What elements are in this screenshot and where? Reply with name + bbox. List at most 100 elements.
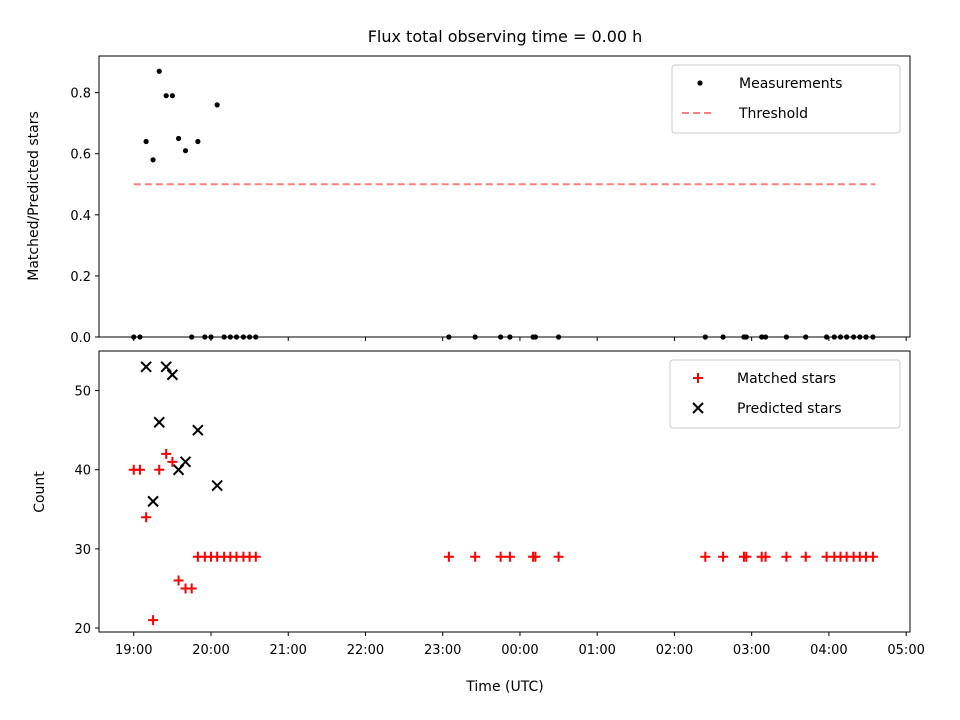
data-point (175, 135, 182, 142)
legend-box (669, 359, 901, 429)
data-point (240, 334, 247, 340)
data-point (208, 334, 214, 340)
x-tick-label: 05:00 (887, 643, 924, 658)
x-tick-label: 22:00 (347, 643, 384, 658)
data-point (823, 334, 830, 340)
data-point (179, 456, 192, 468)
legend-marker (692, 402, 704, 414)
x-tick-label: 02:00 (656, 643, 693, 658)
data-point (555, 334, 562, 340)
data-point (186, 583, 197, 594)
y-tick-label: 0.6 (70, 148, 91, 163)
data-point (160, 361, 172, 373)
data-point (702, 334, 708, 340)
y-tick-label: 0.8 (70, 87, 91, 102)
data-point (169, 93, 175, 99)
data-point (147, 495, 159, 508)
data-point (214, 102, 220, 108)
data-point (495, 551, 506, 562)
legend-label: Threshold (738, 106, 808, 122)
x-tick-label: 04:00 (810, 643, 847, 658)
data-point (781, 551, 792, 562)
data-point (760, 551, 771, 562)
ratio-panel: 0.0 0.2 0.4 0.6 0.8 Measurements Threshold (70, 55, 911, 346)
x-tick-label: 21:00 (269, 643, 306, 658)
x-tick-label: 03:00 (733, 643, 770, 658)
data-point (189, 334, 195, 340)
y-tick-label: 0.2 (70, 270, 91, 285)
data-point (470, 551, 481, 562)
bottom-y-axis-label: Count (32, 471, 48, 513)
data-point (195, 138, 201, 145)
data-point (870, 334, 876, 340)
data-point (143, 138, 149, 145)
data-point (720, 334, 726, 340)
data-point (718, 551, 729, 562)
data-point (134, 464, 145, 475)
data-point (211, 479, 223, 492)
data-point (504, 551, 515, 562)
y-tick-label: 40 (74, 464, 91, 479)
y-tick-label: 0.0 (70, 331, 91, 346)
data-point (532, 334, 538, 340)
data-point (202, 334, 208, 340)
data-point (844, 334, 850, 340)
data-point (498, 334, 504, 340)
plot-frame (98, 55, 911, 338)
data-point (131, 334, 137, 340)
data-point (803, 334, 809, 340)
data-point (227, 334, 233, 340)
legend-box (671, 64, 901, 134)
data-point (150, 157, 156, 163)
data-point (446, 334, 452, 340)
data-point (759, 334, 765, 340)
data-point (166, 369, 179, 381)
data-point (153, 416, 165, 428)
legend-label: Matched stars (737, 371, 836, 387)
data-point (762, 334, 769, 340)
data-point (161, 448, 172, 459)
data-point (233, 334, 240, 340)
count-panel: 20 30 40 50 19:00 20:00 21:00 22:00 23:00 00:00 01… (74, 350, 925, 658)
data-point (221, 334, 227, 340)
data-point (250, 551, 261, 562)
data-point (553, 551, 564, 562)
y-tick-label: 50 (74, 385, 91, 400)
data-point (167, 456, 178, 467)
data-point (863, 334, 869, 340)
data-point (141, 512, 152, 523)
legend-label: Predicted stars (737, 401, 842, 417)
data-point (857, 334, 863, 340)
x-tick-label: 23:00 (424, 643, 461, 658)
x-tick-label: 20:00 (192, 643, 229, 658)
data-point (173, 575, 184, 586)
data-point (192, 424, 204, 436)
data-point (148, 615, 159, 626)
legend-marker (697, 80, 703, 86)
data-point (163, 93, 169, 99)
plot-frame (98, 350, 911, 633)
x-tick-label: 19:00 (115, 643, 152, 658)
data-point (741, 551, 752, 562)
data-point (800, 551, 811, 562)
data-point (140, 361, 152, 373)
x-tick-label: 01:00 (578, 643, 615, 658)
data-point (831, 334, 837, 340)
data-point (253, 334, 259, 340)
data-point (443, 551, 454, 562)
y-tick-label: 30 (74, 543, 91, 558)
data-point (247, 334, 253, 340)
legend-marker (693, 373, 703, 383)
y-tick-label: 0.4 (70, 209, 91, 224)
data-point (867, 551, 878, 562)
x-tick-label: 00:00 (501, 643, 538, 658)
data-point (743, 334, 749, 340)
x-axis-label: Time (UTC) (465, 679, 543, 695)
data-point (182, 148, 189, 154)
data-point (851, 334, 857, 340)
chart-title: Flux total observing time = 0.00 h (368, 27, 643, 46)
data-point (700, 551, 711, 562)
data-point (507, 334, 513, 340)
top-y-axis-label: Matched/Predicted stars (26, 111, 42, 281)
